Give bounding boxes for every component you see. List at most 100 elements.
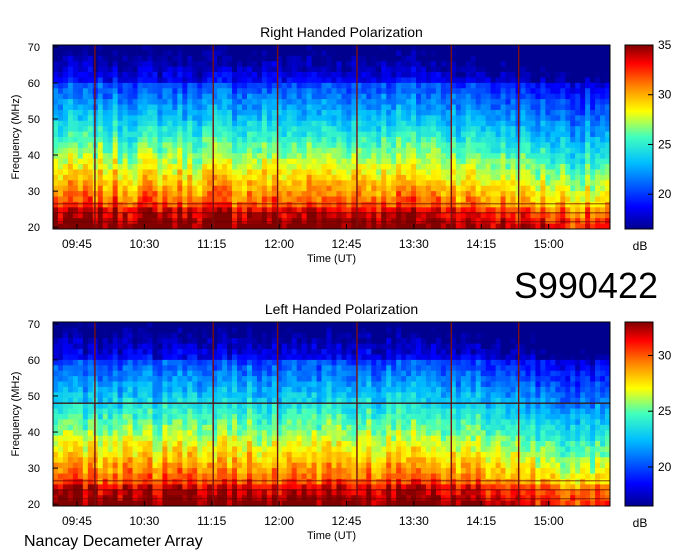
heatmap-cell [555, 196, 561, 203]
heatmap-cell [167, 174, 173, 181]
heatmap-cell [430, 359, 437, 366]
heatmap-cell [510, 45, 516, 51]
heatmap-cell [520, 365, 526, 372]
heatmap-cell [187, 45, 193, 51]
heatmap-cell [430, 126, 437, 132]
heatmap-cell [356, 109, 362, 116]
heatmap-cell [117, 322, 124, 328]
heatmap-cell [391, 88, 397, 95]
heatmap-cell [600, 223, 606, 230]
heatmap-cell [202, 164, 208, 170]
heatmap-cell [331, 137, 337, 143]
heatmap-cell [222, 120, 228, 127]
heatmap-cell [261, 66, 268, 73]
heatmap-cell [261, 212, 268, 219]
heatmap-cell [197, 55, 203, 62]
heatmap-cell [237, 99, 243, 105]
heatmap-cell [192, 126, 198, 132]
heatmap-cell [425, 93, 432, 100]
heatmap-cell [57, 338, 64, 345]
heatmap-cell [301, 142, 308, 149]
heatmap-cell [555, 158, 561, 165]
heatmap-cell [485, 370, 492, 377]
heatmap-cell [381, 180, 387, 187]
heatmap-cell [72, 50, 79, 57]
x-tick-label: 13:30 [399, 237, 429, 251]
heatmap-cell [102, 50, 109, 57]
heatmap-cell [232, 180, 238, 187]
heatmap-cell [495, 185, 501, 192]
heatmap-cell [202, 223, 208, 230]
heatmap-cell [411, 164, 417, 170]
heatmap-cell [595, 88, 601, 95]
heatmap-cell [237, 93, 243, 100]
heatmap-cell [580, 185, 586, 192]
heatmap-cell [316, 169, 322, 176]
heatmap-cell [172, 126, 178, 132]
heatmap-cell [550, 218, 556, 224]
heatmap-cell [157, 191, 163, 197]
heatmap-cell [346, 61, 352, 68]
heatmap-cell [575, 354, 581, 361]
heatmap-cell [57, 359, 64, 366]
heatmap-cell [435, 338, 442, 345]
heatmap-cell [495, 169, 501, 176]
heatmap-cell [381, 120, 387, 127]
heatmap-cell [241, 131, 248, 138]
heatmap-cell [411, 109, 417, 116]
heatmap-cell [62, 131, 69, 138]
heatmap-cell [341, 359, 347, 366]
heatmap-cell [187, 191, 193, 197]
heatmap-cell [251, 164, 258, 170]
heatmap-cell [197, 82, 203, 89]
heatmap-cell [326, 66, 332, 73]
heatmap-cell [97, 66, 104, 73]
heatmap-cell [386, 169, 392, 176]
heatmap-cell [72, 164, 79, 170]
heatmap-cell [232, 338, 238, 345]
heatmap-cell [177, 338, 183, 345]
heatmap-cell [62, 223, 69, 230]
heatmap-cell [470, 218, 477, 224]
heatmap-cell [72, 343, 79, 350]
heatmap-cell [137, 109, 143, 116]
heatmap-cell [112, 147, 119, 154]
heatmap-cell [53, 104, 59, 111]
heatmap-cell [311, 82, 317, 89]
heatmap-cell [286, 82, 293, 89]
heatmap-cell [331, 169, 337, 176]
heatmap-cell [246, 88, 253, 95]
heatmap-cell [321, 77, 327, 84]
heatmap-cell [142, 66, 148, 73]
heatmap-cell [565, 45, 571, 51]
heatmap-cell [271, 185, 278, 192]
heatmap-cell [495, 66, 501, 73]
heatmap-cell [147, 55, 153, 62]
heatmap-cell [455, 322, 462, 328]
heatmap-cell [336, 115, 342, 122]
heatmap-cell [525, 359, 531, 366]
heatmap-cell [187, 93, 193, 100]
heatmap-cell [346, 115, 352, 122]
heatmap-cell [460, 354, 467, 361]
heatmap-cell [605, 223, 611, 230]
heatmap-cell [495, 88, 501, 95]
heatmap-cell [356, 365, 362, 372]
heatmap-cell [525, 164, 531, 170]
heatmap-cell [246, 359, 253, 366]
heatmap-cell [316, 120, 322, 127]
heatmap-cell [371, 164, 377, 170]
heatmap-cell [525, 147, 531, 154]
heatmap-cell [386, 212, 392, 219]
heatmap-cell [276, 201, 283, 208]
heatmap-cell [212, 104, 218, 111]
heatmap-cell [490, 218, 497, 224]
heatmap-cell [227, 212, 233, 219]
heatmap-cell [341, 50, 347, 57]
heatmap-cell [77, 349, 84, 355]
heatmap-cell [361, 218, 367, 224]
heatmap-cell [505, 327, 511, 334]
heatmap-cell [291, 212, 298, 219]
heatmap-cell [416, 359, 422, 366]
heatmap-cell [251, 66, 258, 73]
